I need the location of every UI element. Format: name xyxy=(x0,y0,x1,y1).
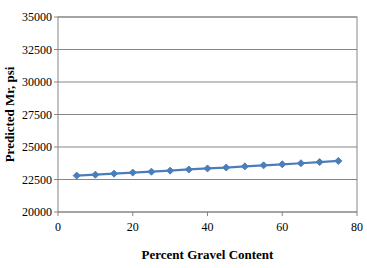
x-tick-label: 20 xyxy=(127,220,139,234)
x-tick xyxy=(357,212,358,216)
grid-line xyxy=(58,179,357,180)
y-tick xyxy=(54,147,58,148)
grid-line xyxy=(58,82,357,83)
grid-line xyxy=(58,147,357,148)
y-tick xyxy=(54,212,58,213)
series-marker xyxy=(335,157,342,164)
series-marker xyxy=(185,166,192,173)
x-axis-title: Percent Gravel Content xyxy=(142,247,275,262)
y-tick-label: 20000 xyxy=(22,205,52,219)
y-tick-label: 32500 xyxy=(22,43,52,57)
plot-frame xyxy=(58,17,357,212)
x-tick xyxy=(282,212,283,216)
background xyxy=(0,0,367,268)
y-tick xyxy=(54,114,58,115)
x-tick-label: 40 xyxy=(202,220,214,234)
chart-root: 20000 22500 25000 27500 30000 32500 35000 0 20 40… xyxy=(0,0,367,268)
y-tick xyxy=(54,179,58,180)
y-tick-label: 22500 xyxy=(22,173,52,187)
x-tick-label: 80 xyxy=(351,220,363,234)
y-tick-label: 27500 xyxy=(22,108,52,122)
series-marker xyxy=(223,164,230,171)
series-marker xyxy=(129,169,136,176)
series-marker xyxy=(111,170,118,177)
y-tick-label: 25000 xyxy=(22,140,52,154)
x-tick xyxy=(132,212,133,216)
y-tick xyxy=(54,49,58,50)
y-tick xyxy=(54,82,58,83)
x-tick-label: 60 xyxy=(276,220,288,234)
y-tick xyxy=(54,17,58,18)
y-tick-label: 35000 xyxy=(22,10,52,24)
series-marker xyxy=(316,159,323,166)
series-marker xyxy=(297,160,304,167)
x-tick xyxy=(207,212,208,216)
series-marker xyxy=(279,161,286,168)
grid-line xyxy=(58,49,357,50)
series-marker xyxy=(73,172,80,179)
chart-svg: 20000 22500 25000 27500 30000 32500 35000 0 20 40… xyxy=(0,0,367,268)
x-tick-label: 0 xyxy=(55,220,61,234)
plot-area xyxy=(73,157,342,179)
series-marker xyxy=(204,165,211,172)
series-marker xyxy=(260,162,267,169)
series-marker xyxy=(241,163,248,170)
grid-line xyxy=(58,114,357,115)
series-marker xyxy=(148,168,155,175)
y-tick-label: 30000 xyxy=(22,75,52,89)
y-axis-title: Predicted Mr, psi xyxy=(2,66,17,162)
series-marker xyxy=(167,167,174,174)
series-marker xyxy=(92,171,99,178)
x-tick xyxy=(58,212,59,216)
